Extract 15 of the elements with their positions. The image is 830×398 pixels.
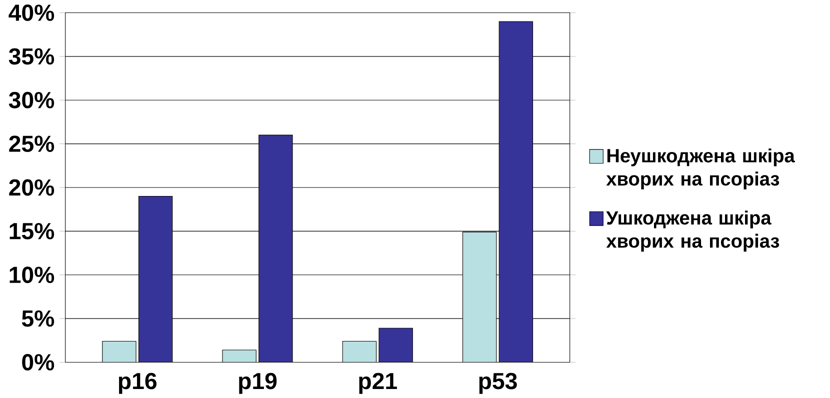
y-tick-label: 15%	[10, 222, 54, 240]
y-tick-label: 25%	[9, 135, 54, 152]
legend-label: Ушкоджена шкіра хворих на псоріаз	[606, 210, 780, 252]
legend-label: Неушкоджена шкіра хворих на псоріаз	[606, 148, 795, 190]
y-tick-label: 40%	[8, 4, 54, 21]
y-tick-label: 10%	[10, 266, 54, 283]
x-tick-label: p19	[239, 372, 277, 394]
y-tick-label: 5%	[22, 310, 54, 327]
y-tick-label: 35%	[8, 48, 54, 64]
y-tick-label: 30%	[8, 92, 54, 108]
x-tick-label: p21	[359, 372, 397, 394]
x-tick-label: p53	[479, 372, 517, 394]
y-tick-label: 0%	[22, 354, 54, 370]
y-tick-label: 20%	[9, 179, 54, 196]
x-tick-label: p16	[118, 372, 156, 394]
